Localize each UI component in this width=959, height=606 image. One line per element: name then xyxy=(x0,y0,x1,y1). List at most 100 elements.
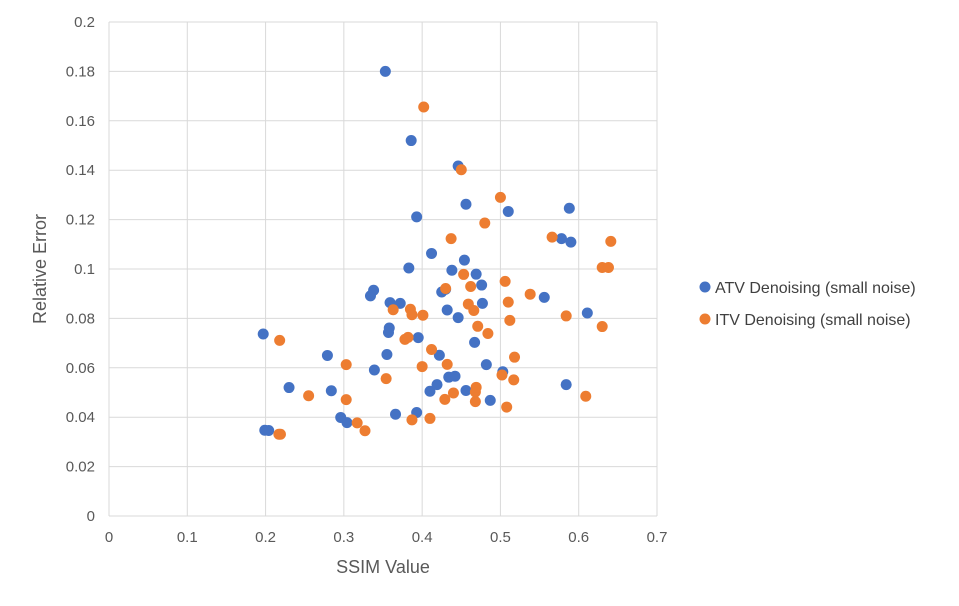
data-point xyxy=(412,332,424,344)
data-point xyxy=(449,370,461,382)
data-point xyxy=(602,262,614,274)
data-point xyxy=(504,314,516,326)
x-tick-label: 0.4 xyxy=(412,529,433,546)
data-point xyxy=(405,135,417,147)
data-point xyxy=(563,202,575,214)
y-tick-label: 0.2 xyxy=(74,14,95,31)
data-point xyxy=(470,268,482,280)
y-tick-label: 0.12 xyxy=(66,212,95,229)
y-tick-label: 0.14 xyxy=(66,162,95,179)
data-point xyxy=(502,296,514,308)
x-axis-title: SSIM Value xyxy=(336,557,430,577)
data-point xyxy=(480,359,492,371)
legend: ATV Denoising (small noise) ITV Denoising… xyxy=(699,280,916,329)
data-point xyxy=(605,235,617,247)
data-point xyxy=(445,233,457,245)
data-point xyxy=(426,247,438,259)
data-point xyxy=(390,408,402,420)
data-point xyxy=(417,309,429,321)
data-points xyxy=(257,65,617,440)
data-point xyxy=(499,275,511,287)
data-point xyxy=(403,262,415,274)
legend-label: ATV Denoising (small noise) xyxy=(715,280,916,297)
data-point xyxy=(416,361,428,373)
legend-label: ITV Denoising (small noise) xyxy=(715,312,911,329)
data-point xyxy=(340,359,352,371)
data-point xyxy=(555,233,567,245)
data-point xyxy=(476,279,488,291)
y-tick-label: 0 xyxy=(87,508,95,525)
data-point xyxy=(424,412,436,424)
y-tick-label: 0.02 xyxy=(66,459,95,476)
data-point xyxy=(418,101,430,113)
data-point xyxy=(411,211,423,223)
gridlines xyxy=(108,21,658,517)
y-tick-label: 0.18 xyxy=(66,63,95,80)
data-point xyxy=(596,321,608,333)
data-point xyxy=(383,322,395,334)
y-tick-label: 0.08 xyxy=(66,310,95,327)
data-point xyxy=(580,390,592,402)
data-point xyxy=(341,417,353,429)
data-point xyxy=(501,401,513,413)
data-point xyxy=(441,304,453,316)
data-point xyxy=(381,348,393,360)
data-point xyxy=(379,65,391,77)
data-point xyxy=(274,428,286,440)
data-point xyxy=(460,385,472,397)
data-point xyxy=(424,385,436,397)
data-point xyxy=(472,320,484,332)
data-point xyxy=(476,297,488,309)
data-point xyxy=(458,254,470,266)
legend-item: ATV Denoising (small noise) xyxy=(699,280,916,297)
data-point xyxy=(496,369,508,381)
data-point xyxy=(406,414,418,426)
data-point xyxy=(351,417,363,429)
y-tick-label: 0.04 xyxy=(66,409,95,426)
x-tick-label: 0 xyxy=(105,529,113,546)
data-point xyxy=(406,309,418,321)
data-point xyxy=(325,385,337,397)
data-point xyxy=(440,283,452,295)
data-point xyxy=(469,396,481,408)
data-point xyxy=(565,236,577,248)
data-point xyxy=(524,288,536,300)
data-point xyxy=(402,331,414,343)
data-point xyxy=(263,425,275,437)
data-point xyxy=(368,284,380,296)
data-point xyxy=(455,164,467,176)
legend-item: ITV Denoising (small noise) xyxy=(699,312,911,329)
data-point xyxy=(439,393,451,405)
data-point xyxy=(509,351,521,363)
y-tick-label: 0.06 xyxy=(66,360,95,377)
data-point xyxy=(394,297,406,309)
data-point xyxy=(538,291,550,303)
data-point xyxy=(283,382,295,394)
legend-marker xyxy=(699,281,711,293)
data-point xyxy=(446,264,458,276)
y-tick-label: 0.16 xyxy=(66,113,95,130)
data-point xyxy=(458,268,470,280)
data-point xyxy=(426,344,438,356)
data-point xyxy=(468,304,480,316)
data-point xyxy=(433,349,445,361)
data-point xyxy=(368,364,380,376)
data-point xyxy=(359,425,371,437)
data-point xyxy=(560,379,572,391)
data-point xyxy=(447,387,459,399)
data-point xyxy=(508,374,520,386)
data-point xyxy=(479,217,491,229)
data-point xyxy=(321,349,333,361)
data-point xyxy=(452,312,464,324)
data-point xyxy=(257,328,269,340)
data-point xyxy=(469,336,481,348)
data-point xyxy=(387,304,399,316)
data-point xyxy=(441,358,453,370)
x-tick-labels: 0 0.1 0.2 0.3 0.4 0.5 0.6 0.7 xyxy=(105,529,668,546)
data-point xyxy=(546,231,558,243)
data-point xyxy=(465,281,477,293)
x-tick-label: 0.3 xyxy=(333,529,354,546)
legend-marker xyxy=(699,313,711,325)
x-tick-label: 0.7 xyxy=(647,529,668,546)
